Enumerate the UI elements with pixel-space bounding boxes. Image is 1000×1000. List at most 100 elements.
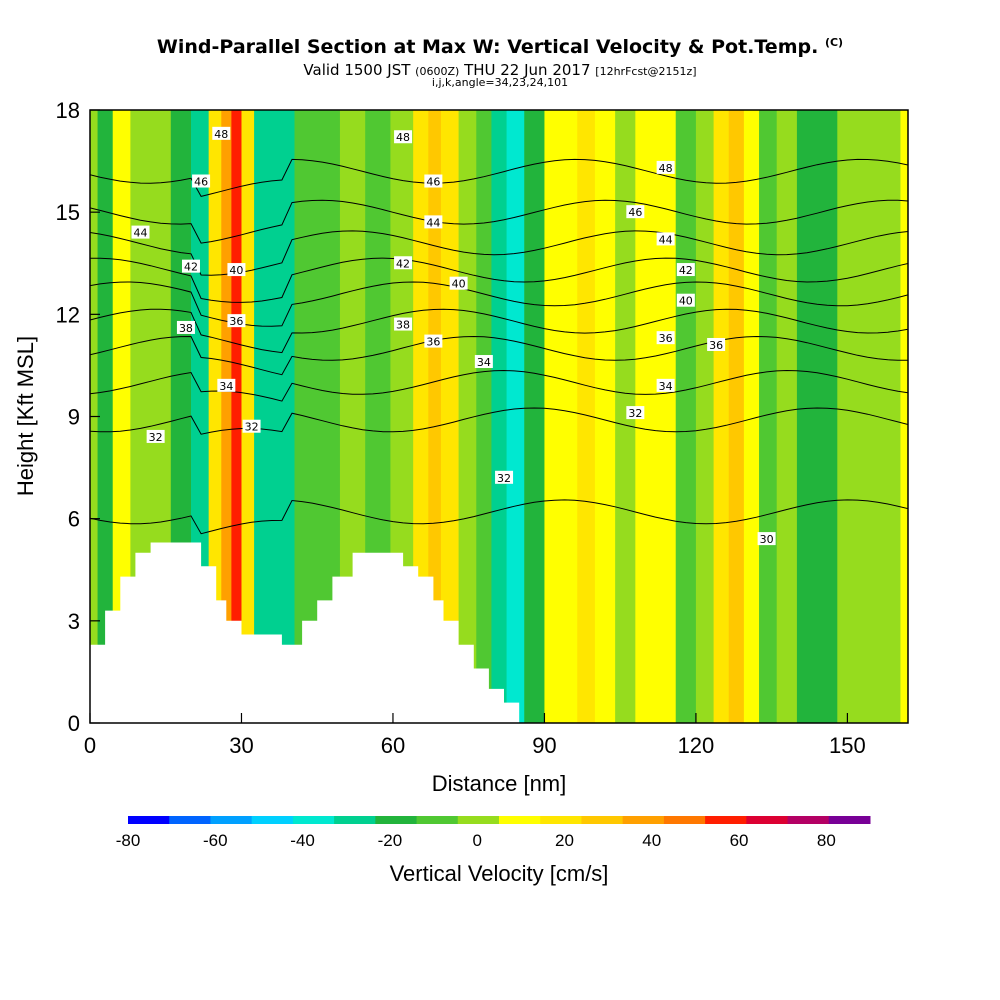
x-tick-label: 0 [84,733,96,758]
x-axis-title: Distance [nm] [432,771,567,796]
theta-label: 46 [626,205,645,219]
colorbar-swatch [705,816,747,824]
colorbar-tick-label: 0 [472,831,481,850]
theta-label: 46 [192,174,211,189]
velocity-column [817,110,838,723]
colorbar-swatch [210,816,253,824]
velocity-column [860,110,884,723]
velocity-column [231,110,243,723]
colorbar-tick-label: 40 [642,831,661,850]
velocity-column [713,110,730,723]
x-tick-label: 60 [381,733,405,758]
velocity-column [271,110,296,723]
svg-text:40: 40 [679,295,693,308]
theta-label: 32 [146,429,165,444]
colorbar-swatch [128,816,170,824]
theta-label: 34 [474,355,493,369]
svg-text:48: 48 [214,128,228,141]
colorbar-swatch [334,816,376,824]
velocity-column [562,110,578,723]
svg-text:34: 34 [219,380,233,393]
velocity-column [796,110,818,723]
velocity-column [440,110,460,723]
y-tick-label: 18 [56,98,80,123]
svg-text:42: 42 [679,264,693,277]
theta-label: 38 [176,320,195,335]
theta-contour-line [90,308,908,354]
svg-text:32: 32 [497,472,511,485]
svg-text:44: 44 [426,216,440,229]
theta-contour-line [90,499,908,535]
x-tick-label: 150 [829,733,866,758]
theta-label: 36 [656,331,675,345]
colorbar-swatch [581,816,624,824]
theta-label: 30 [757,532,776,546]
velocity-column [675,110,697,723]
velocity-column [728,110,745,723]
colorbar-swatch [622,816,665,824]
velocity-column [695,110,715,723]
colorbar-title: Vertical Velocity [cm/s] [390,861,609,886]
colorbar-swatch [416,816,459,824]
theta-contour-labels: 48 48 48 46 46 46 44 44 44 42 42 42 40 40 40 38 38 36 36 36… [131,126,776,546]
section-indices: i,j,k,angle=34,23,24,101 [431,76,569,89]
theta-label: 40 [676,293,695,308]
theta-label: 48 [656,160,675,175]
theta-label: 42 [676,263,695,277]
chart-subtitle: Valid 1500 JST (0600Z) THU 22 Jun 2017 [… [0,61,1000,79]
svg-text:46: 46 [194,176,208,189]
velocity-column [524,110,546,723]
velocity-column [97,110,114,723]
velocity-column [254,110,273,723]
velocity-column [882,110,902,723]
colorbar-tick-label: 80 [817,831,836,850]
copyright-mark: (C) [824,36,844,49]
theta-label: 42 [181,259,200,274]
svg-text:36: 36 [709,339,723,352]
velocity-column [241,110,255,723]
colorbar-tick-label: 20 [555,831,574,850]
svg-text:30: 30 [760,533,774,546]
velocity-column [635,110,657,723]
svg-text:34: 34 [477,356,491,369]
svg-text:36: 36 [229,315,243,328]
colorbar-swatch [169,816,211,824]
y-tick-label: 3 [68,609,80,634]
colorbar-swatch [375,816,418,824]
theta-contour-line [90,335,908,376]
theta-label: 44 [131,225,150,240]
colorbar-swatch [251,816,294,824]
colorbar-swatch [787,816,830,824]
svg-text:32: 32 [149,431,163,444]
colorbar-swatch [663,816,706,824]
theta-label: 40 [227,263,246,277]
colorbar-swatch [499,816,541,824]
svg-text:46: 46 [628,206,642,219]
colorbar-tick-label: 60 [730,831,749,850]
theta-label: 46 [424,174,443,189]
valid-date: THU 22 Jun 2017 [464,61,591,79]
theta-label: 32 [495,470,514,485]
chart-title: Wind-Parallel Section at Max W: Vertical… [156,36,844,58]
velocity-column [491,110,508,723]
svg-text:40: 40 [452,278,466,291]
velocity-column [759,110,778,723]
velocity-column [544,110,563,723]
colorbar: -80 -60 -40 -20 0 20 40 60 80 [116,816,871,850]
y-axis-title: Height [Kft MSL] [13,336,38,496]
theta-label: 36 [227,314,246,328]
svg-text:44: 44 [659,233,673,246]
velocity-column [476,110,493,723]
theta-label: 32 [626,406,645,420]
colorbar-tick-label: -60 [203,831,228,850]
y-tick-label: 6 [68,507,80,532]
svg-text:36: 36 [426,336,440,349]
colorbar-swatch [746,816,789,824]
svg-text:32: 32 [628,407,642,420]
forecast-info: [12hrFcst@2151z] [595,65,697,78]
theta-contour-line [90,257,908,303]
svg-text:38: 38 [396,319,410,332]
svg-text:42: 42 [184,261,198,274]
theta-contour-line [90,230,908,276]
